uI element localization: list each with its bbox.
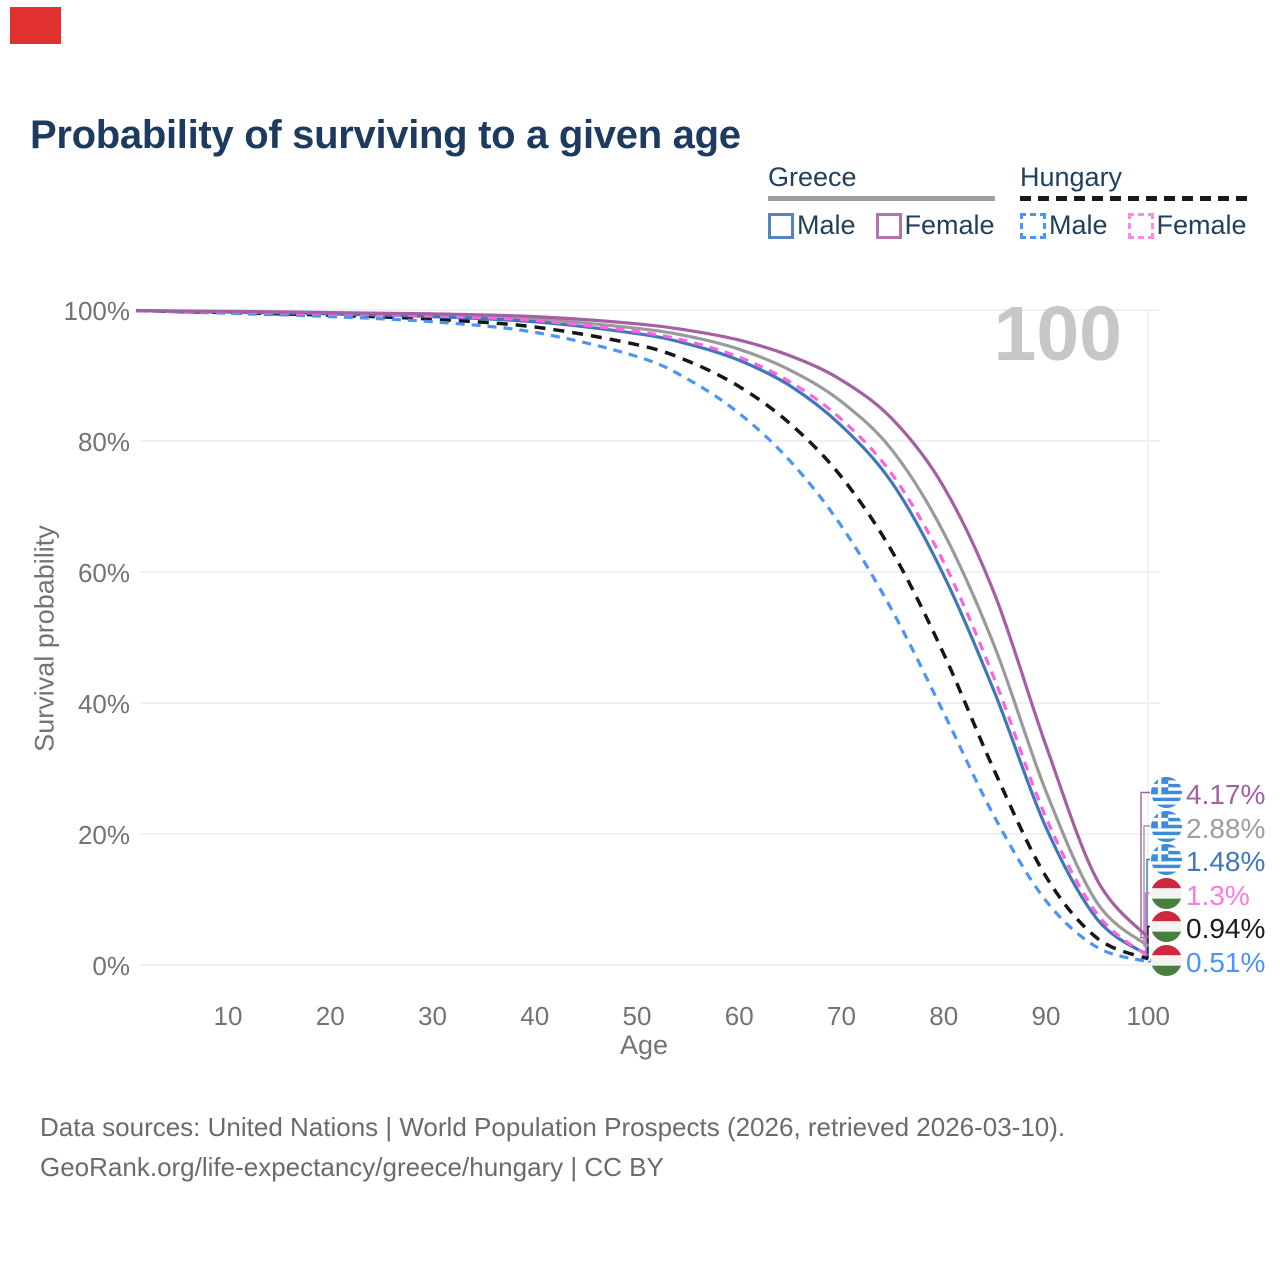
- legend-group-hungary: Hungary Male Female: [1020, 162, 1247, 241]
- hungary-flag-icon: [1151, 911, 1182, 942]
- data-sources-note: Data sources: United Nations | World Pop…: [40, 1112, 1066, 1142]
- end-label-greece-total: 2.88%: [1151, 810, 1266, 847]
- legend-country-linestyle-solid: [768, 196, 995, 201]
- x-tick-label: 70: [827, 1001, 856, 1031]
- legend-item-label: Male: [1049, 210, 1108, 240]
- red-marker: [10, 7, 61, 44]
- x-tick-label: 90: [1031, 1001, 1061, 1031]
- end-label-hungary-male: 0.51%: [1151, 944, 1266, 981]
- greece-flag-icon-wrap: [1151, 844, 1182, 880]
- x-axis-title: Age: [619, 1030, 669, 1060]
- end-value-label: 0.51%: [1186, 946, 1266, 978]
- survival-curve-greece-female: [135, 309, 1150, 939]
- survival-curve-hungary-total: [135, 308, 1149, 961]
- greece-flag-icon: [1151, 810, 1182, 842]
- age-counter-watermark: 100: [993, 291, 1122, 377]
- end-label-hungary-female: 1.3%: [1151, 877, 1250, 914]
- x-tick-label: 10: [213, 1001, 243, 1031]
- hungary-flag-icon: [1151, 944, 1182, 976]
- survival-curve-greece-total: [135, 309, 1150, 948]
- legend-items-row: Male Female: [768, 210, 995, 241]
- greece-flag-icon-wrap: [1151, 777, 1182, 813]
- y-tick-label: 80%: [77, 427, 130, 457]
- legend-item-hungary-male[interactable]: Male: [1020, 210, 1108, 241]
- greece-flag-icon: [1151, 777, 1182, 808]
- legend-country-linestyle-dashed: [1020, 196, 1247, 201]
- y-tick-label: 60%: [77, 558, 130, 588]
- x-tick-label: 100: [1126, 1001, 1170, 1031]
- x-tick-label: 50: [622, 1001, 652, 1031]
- survival-curve-hungary-female: [135, 309, 1150, 958]
- legend-country-label: Greece: [768, 162, 857, 192]
- hungary-flag-icon-wrap: [1151, 911, 1182, 947]
- legend-items-row: Male Female: [1020, 210, 1247, 241]
- y-tick-label: 40%: [77, 689, 130, 719]
- hungary-flag-icon: [1151, 877, 1182, 909]
- x-tick-label: 20: [315, 1001, 345, 1031]
- legend-item-greece-male[interactable]: Male: [768, 210, 856, 241]
- survival-curve-greece-male: [135, 309, 1150, 957]
- y-tick-label: 100%: [63, 296, 131, 326]
- end-value-label: 0.94%: [1186, 913, 1266, 944]
- end-label-connector: [1147, 925, 1150, 959]
- x-tick-label: 80: [929, 1001, 959, 1031]
- x-tick-label: 60: [724, 1001, 754, 1031]
- hungary-flag-icon-wrap: [1151, 944, 1182, 981]
- x-tick-label: 30: [418, 1001, 447, 1031]
- end-value-label: 1.3%: [1186, 879, 1250, 911]
- legend-item-label: Male: [797, 210, 856, 240]
- legend-swatch-solid: [768, 212, 794, 239]
- greece-flag-icon: [1151, 844, 1182, 875]
- x-tick-label: 40: [520, 1001, 550, 1031]
- end-label-hungary-total: 0.94%: [1151, 911, 1265, 947]
- y-tick-label: 0%: [92, 951, 130, 981]
- source-url-note: GeoRank.org/life-expectancy/greece/hunga…: [40, 1152, 664, 1182]
- survival-curve-hungary-male: [135, 309, 1149, 964]
- end-value-label: 2.88%: [1186, 812, 1266, 844]
- legend-item-label: Female: [1156, 210, 1247, 240]
- end-value-label: 1.48%: [1186, 846, 1266, 877]
- legend-swatch-dashed: [1020, 212, 1046, 239]
- legend-item-hungary-female[interactable]: Female: [1127, 210, 1247, 241]
- y-tick-label: 20%: [77, 820, 130, 850]
- end-label-connector: [1148, 959, 1152, 963]
- page-title: Probability of surviving to a given age: [30, 112, 741, 157]
- legend-item-greece-female[interactable]: Female: [875, 210, 995, 241]
- greece-flag-icon-wrap: [1151, 810, 1182, 847]
- legend-item-label: Female: [904, 210, 995, 240]
- legend-swatch-dashed: [1127, 212, 1154, 239]
- legend-country-label: Hungary: [1020, 162, 1123, 192]
- legend-swatch-solid: [875, 212, 902, 239]
- end-label-greece-male: 1.48%: [1151, 844, 1265, 880]
- hungary-flag-icon-wrap: [1151, 877, 1182, 914]
- legend-group-greece: Greece Male Female: [768, 162, 995, 241]
- end-label-greece-female: 4.17%: [1151, 777, 1265, 813]
- end-value-label: 4.17%: [1186, 779, 1266, 810]
